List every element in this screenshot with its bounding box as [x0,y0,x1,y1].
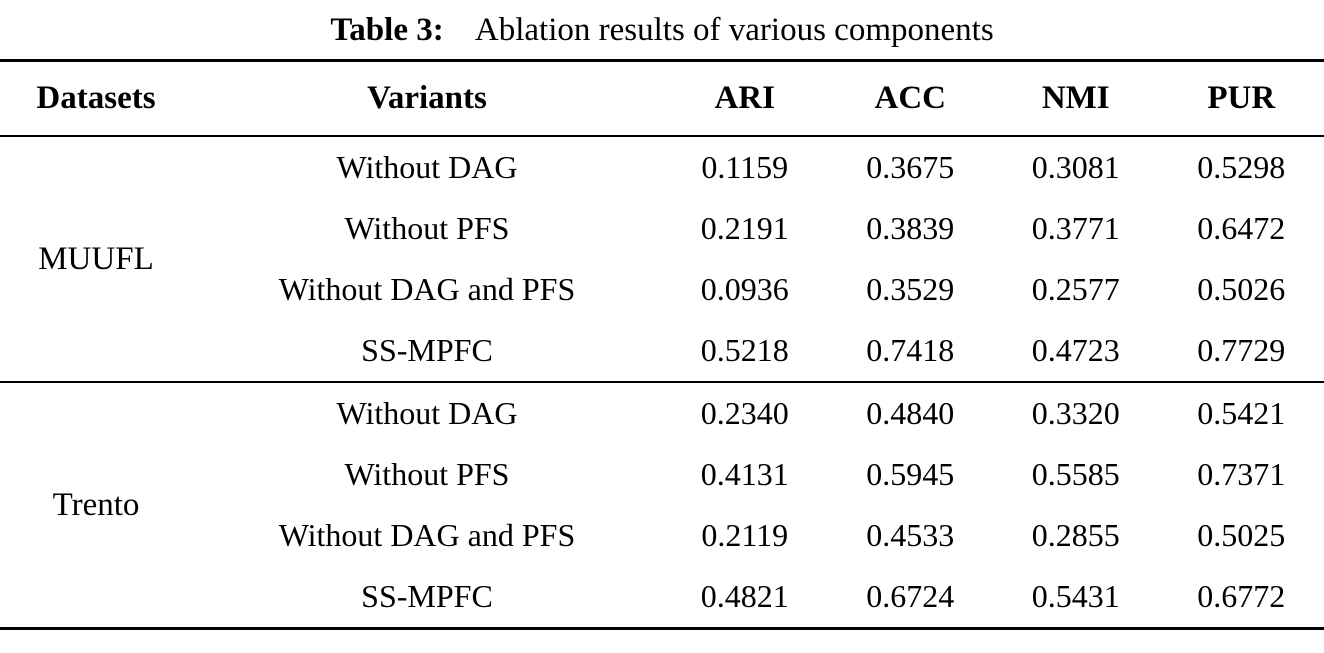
column-header-acc: ACC [827,60,993,137]
ablation-results-table: Datasets Variants ARI ACC NMI PUR MUUFL … [0,59,1324,630]
table-row: SS-MPFC 0.5218 0.7418 0.4723 0.7729 [0,320,1324,382]
section-muufl: MUUFL Without DAG 0.1159 0.3675 0.3081 0… [0,136,1324,382]
metric-cell-nmi: 0.5585 [1031,456,1120,492]
metric-cell-nmi: 0.2577 [1031,271,1120,307]
table-row: MUUFL Without DAG 0.1159 0.3675 0.3081 0… [0,136,1324,277]
metric-cell-nmi: 0.4723 [1031,332,1120,368]
table-row: Without DAG and PFS 0.0936 0.3529 0.2577… [0,259,1324,320]
variant-cell: Without DAG [336,149,518,185]
variant-cell: Without PFS [344,456,510,492]
table-row: Without PFS 0.2191 0.3839 0.3771 0.6472 [0,198,1324,259]
metric-cell-ari: 0.0936 [700,271,789,307]
table-caption-text: Ablation results of various components [474,12,994,48]
column-header-nmi: NMI [992,60,1159,137]
metric-cell-ari: 0.5218 [700,332,789,368]
section-trento: Trento Without DAG 0.2340 0.4840 0.3320 … [0,382,1324,629]
metric-cell-acc: 0.3839 [866,210,955,246]
metric-cell-ari: 0.2119 [701,517,789,553]
metric-cell-acc: 0.7418 [866,332,955,368]
metric-cell-ari: 0.2191 [700,210,789,246]
metric-cell-acc: 0.3529 [866,271,955,307]
metric-cell-pur: 0.5298 [1197,149,1286,185]
metric-cell-nmi: 0.5431 [1031,578,1120,614]
variant-cell: Without DAG [336,395,518,431]
metric-cell-nmi: 0.3320 [1031,395,1120,431]
metric-cell-nmi: 0.3771 [1031,210,1120,246]
variant-cell: SS-MPFC [361,332,493,368]
column-header-pur: PUR [1158,60,1324,137]
header-row: Datasets Variants ARI ACC NMI PUR [0,60,1324,137]
metric-cell-acc: 0.4533 [866,517,955,553]
metric-cell-ari: 0.4131 [700,456,789,492]
metric-cell-pur: 0.7729 [1197,332,1286,368]
metric-cell-ari: 0.4821 [700,578,789,614]
table-caption: Table 3: Ablation results of various com… [0,0,1324,59]
table-row: Without PFS 0.4131 0.5945 0.5585 0.7371 [0,444,1324,505]
metric-cell-nmi: 0.2855 [1031,517,1120,553]
metric-cell-pur: 0.6472 [1197,210,1286,246]
metric-cell-acc: 0.4840 [866,395,955,431]
table-caption-label: Table 3: [330,12,444,48]
metric-cell-ari: 0.1159 [701,149,789,185]
metric-cell-pur: 0.7371 [1197,456,1286,492]
metric-cell-ari: 0.2340 [700,395,789,431]
column-header-ari: ARI [661,60,828,137]
dataset-cell-trento: Trento [52,486,140,523]
table-row: Without DAG and PFS 0.2119 0.4533 0.2855… [0,505,1324,566]
variant-cell: Without DAG and PFS [278,517,576,553]
metric-cell-acc: 0.3675 [866,149,955,185]
metric-cell-pur: 0.5421 [1197,395,1286,431]
metric-cell-nmi: 0.3081 [1031,149,1120,185]
dataset-cell-muufl: MUUFL [38,240,154,277]
metric-cell-pur: 0.5025 [1197,517,1286,553]
variant-cell: SS-MPFC [361,578,493,614]
metric-cell-pur: 0.5026 [1197,271,1286,307]
variant-cell: Without PFS [344,210,510,246]
metric-cell-acc: 0.5945 [866,456,955,492]
table-row: Trento Without DAG 0.2340 0.4840 0.3320 … [0,382,1324,523]
table-header: Datasets Variants ARI ACC NMI PUR [0,60,1324,137]
variant-cell: Without DAG and PFS [278,271,576,307]
metric-cell-acc: 0.6724 [866,578,955,614]
metric-cell-pur: 0.6772 [1197,578,1286,614]
table-row: SS-MPFC 0.4821 0.6724 0.5431 0.6772 [0,566,1324,629]
column-header-variants: Variants [191,60,662,137]
column-header-datasets: Datasets [0,60,192,137]
